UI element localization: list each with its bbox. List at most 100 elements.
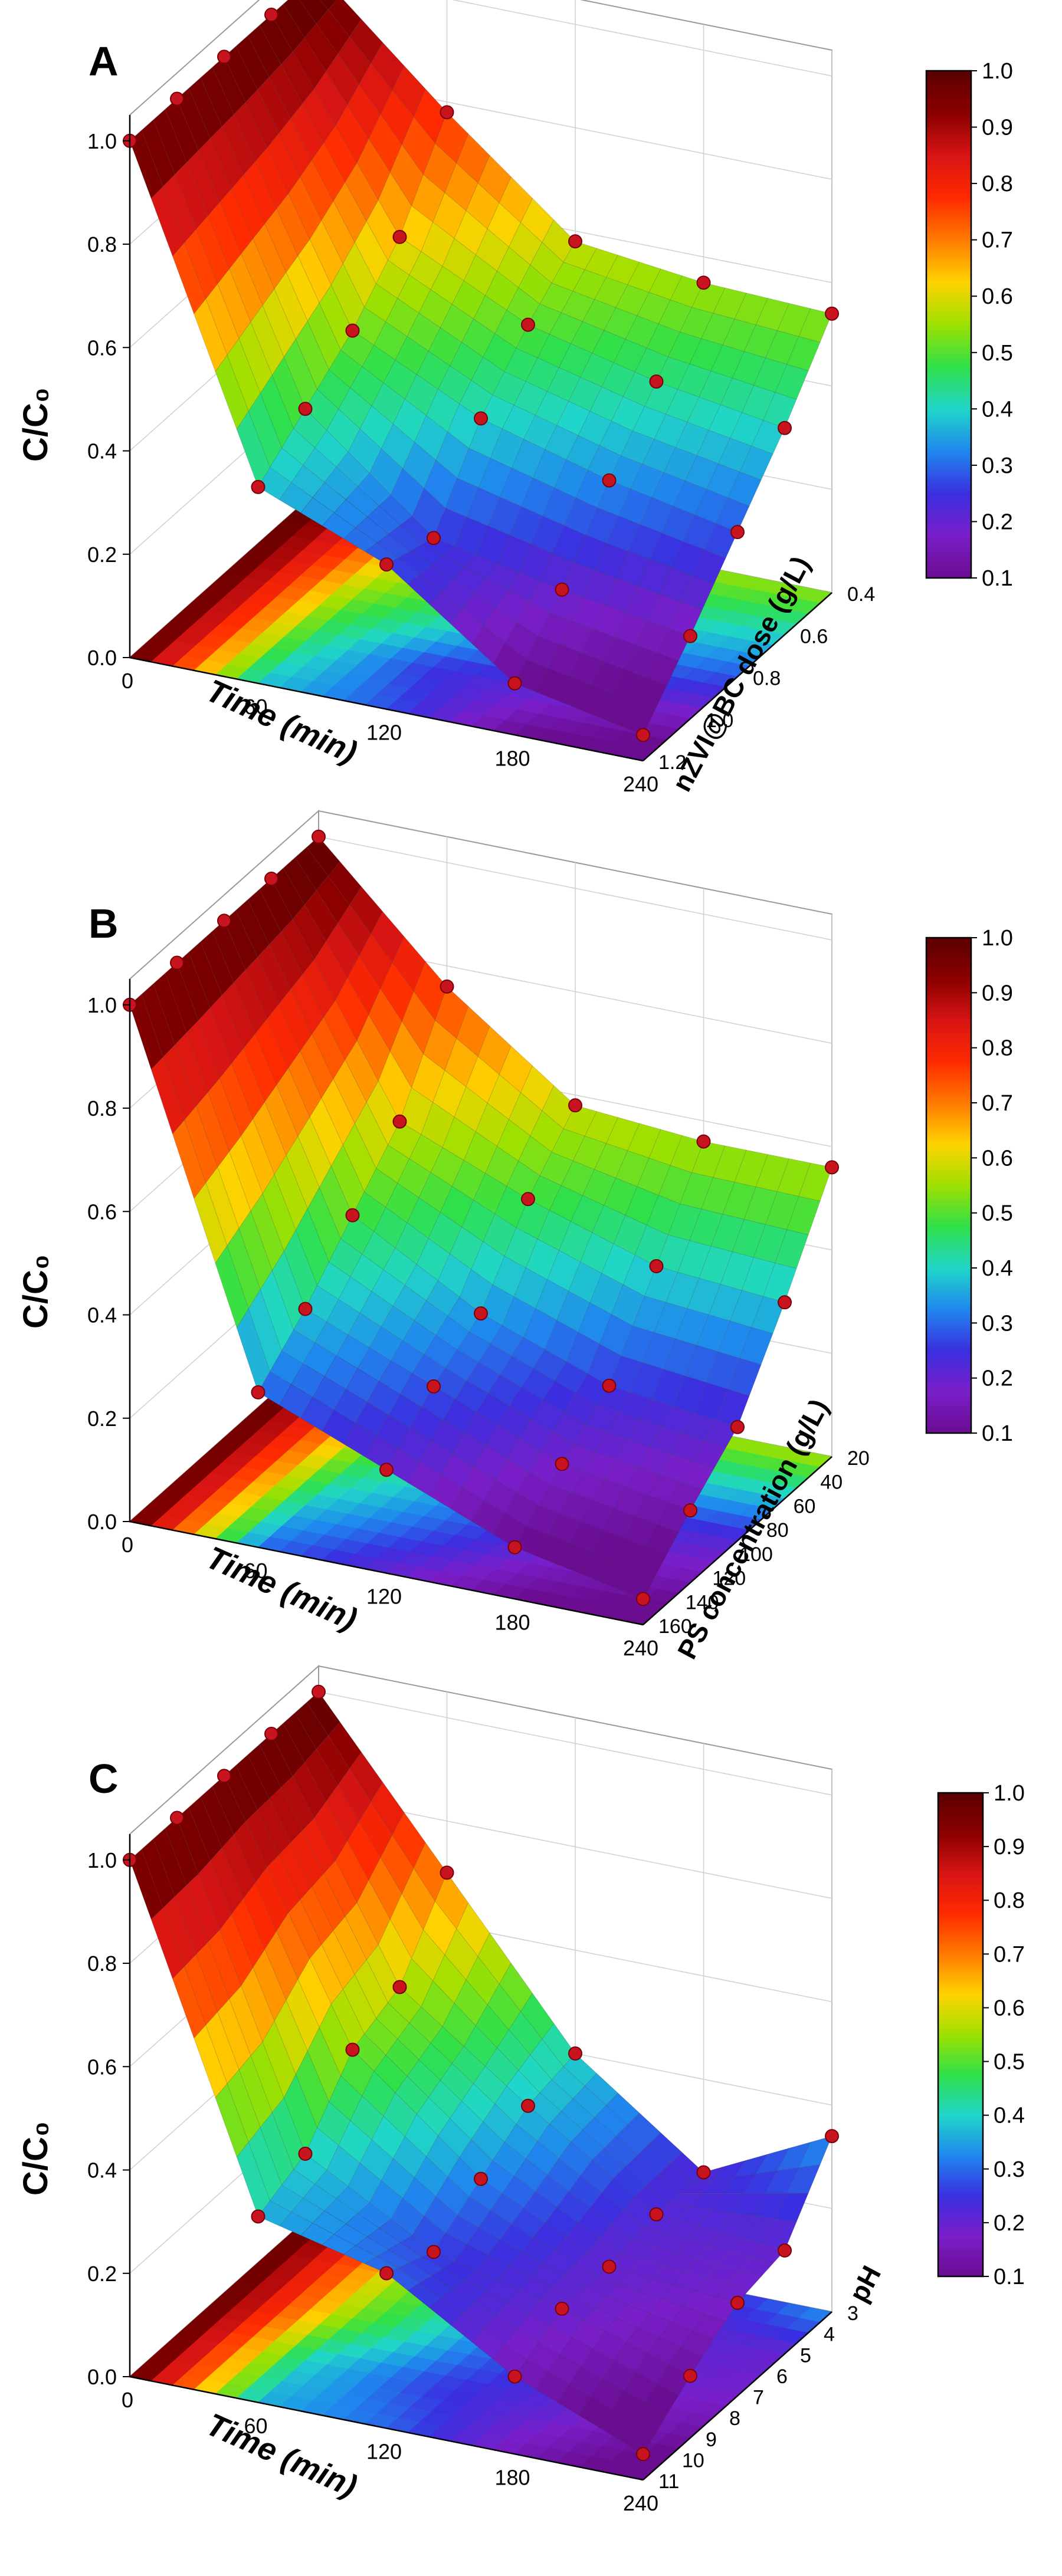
data-point xyxy=(778,1295,792,1310)
y-tick-label: 5 xyxy=(800,2344,811,2367)
colorbar-tick-label: 0.2 xyxy=(994,2211,1025,2236)
surface-cell xyxy=(775,364,809,400)
x-tick-label: 60 xyxy=(244,2414,267,2438)
y-tick-label: 100 xyxy=(739,1543,773,1566)
data-point xyxy=(392,229,407,244)
data-point xyxy=(507,676,522,691)
data-point xyxy=(649,2207,664,2222)
x-tick-label: 180 xyxy=(494,1610,530,1634)
data-point xyxy=(568,1098,582,1113)
panel-c-label: C xyxy=(88,1756,119,1802)
data-point xyxy=(170,1811,184,1825)
y-tick-label: 1.2 xyxy=(658,751,686,774)
data-point xyxy=(217,914,231,928)
data-point xyxy=(427,1379,441,1394)
data-point xyxy=(251,1385,266,1399)
x-axis-line xyxy=(129,2375,644,2481)
wall-gridline xyxy=(318,1691,832,1796)
colorbar-bar xyxy=(925,937,972,1434)
y-tick-label: 0.4 xyxy=(847,583,875,606)
y-tick-label: 9 xyxy=(706,2429,717,2451)
data-point xyxy=(683,629,697,643)
colorbar-tick-label: 0.9 xyxy=(982,981,1013,1006)
colorbar-tick-label: 0.2 xyxy=(982,510,1013,534)
y-tick-label: 60 xyxy=(794,1495,816,1517)
surface-cell xyxy=(621,2421,655,2455)
data-point xyxy=(345,2042,360,2057)
panel-c-surface xyxy=(129,1691,832,2455)
data-point xyxy=(696,275,711,290)
x-tick-label: 180 xyxy=(494,2465,530,2489)
wall-gridline xyxy=(451,0,832,77)
surface-cell xyxy=(716,497,750,533)
colorbar-tick-label: 0.5 xyxy=(982,1201,1013,1226)
panel-a-data-points xyxy=(123,8,839,742)
x-tick-label: 240 xyxy=(623,2491,658,2515)
data-point xyxy=(636,728,650,742)
colorbar-tick-label: 0.8 xyxy=(994,1888,1025,1913)
colorbar-tick-label: 1.0 xyxy=(994,1781,1025,1806)
y-tick-label: 3 xyxy=(847,2302,858,2325)
data-point xyxy=(825,1160,839,1175)
y-tick-label: 1.0 xyxy=(706,709,733,732)
data-point xyxy=(696,2165,711,2180)
colorbar-tick-label: 0.7 xyxy=(994,1942,1025,1967)
data-point xyxy=(379,557,394,572)
data-point xyxy=(440,979,454,994)
surface-cell xyxy=(680,575,714,610)
z-tick-label: 0.0 xyxy=(87,1510,117,1534)
colorbar-tick-label: 0.1 xyxy=(994,2265,1025,2289)
data-point xyxy=(602,2259,617,2274)
colorbar-tick-label: 0.9 xyxy=(994,1835,1025,1859)
data-point xyxy=(427,531,441,546)
data-point xyxy=(683,1503,697,1518)
surface-cell xyxy=(320,0,337,11)
data-point xyxy=(345,1208,360,1223)
z-tick-label: 0.6 xyxy=(87,336,117,360)
panel-c-z-axis-label: C/C₀ xyxy=(17,2121,55,2196)
z-tick-label: 1.0 xyxy=(87,129,117,153)
panel-c: 0.0 0.2 0.4 0.6 0.8 1.0 0 60 120 180 2401110987654… xyxy=(17,1664,1025,2515)
colorbar-tick-label: 0.4 xyxy=(982,397,1013,422)
panel-a-colorbar: 1.0 0.9 0.8 0.7 0.6 0.5 0.4 0.3 0.2 0.1 xyxy=(925,59,1013,591)
data-point xyxy=(170,955,184,970)
data-point xyxy=(264,8,278,22)
z-tick-label: 0.8 xyxy=(87,232,117,257)
y-tick-label: 20 xyxy=(847,1447,870,1470)
x-tick-label: 0 xyxy=(122,2388,133,2412)
data-point xyxy=(730,525,745,540)
y-tick-label: 6 xyxy=(776,2365,788,2388)
y-axis-line xyxy=(643,2311,832,2480)
panel-b-data-points xyxy=(123,829,839,1606)
z-tick-label: 0.0 xyxy=(87,2365,117,2389)
data-point xyxy=(474,2171,488,2186)
colorbar-bar xyxy=(937,1792,984,2278)
panel-b-surface xyxy=(129,836,832,1599)
data-point xyxy=(602,1378,617,1393)
data-point xyxy=(312,829,326,844)
panel-a-z-axis-label: C/C₀ xyxy=(17,387,55,462)
data-point xyxy=(636,1592,650,1606)
colorbar-tick-label: 0.1 xyxy=(982,566,1013,591)
z-tick-label: 1.0 xyxy=(87,1848,117,1872)
data-point xyxy=(778,2243,792,2258)
colorbar-tick-label: 0.7 xyxy=(982,228,1013,253)
data-point xyxy=(568,2046,582,2061)
colorbar-tick-label: 0.1 xyxy=(982,1421,1013,1446)
surface-cell xyxy=(621,701,655,735)
y-tick-label: 80 xyxy=(766,1519,789,1542)
z-tick-label: 0.8 xyxy=(87,1951,117,1976)
data-point xyxy=(217,1769,231,1783)
panel-b-label: B xyxy=(88,901,119,947)
data-point xyxy=(217,50,231,64)
surface-cell xyxy=(786,336,821,372)
data-point xyxy=(251,2209,266,2224)
x-tick-label: 120 xyxy=(366,1585,402,1609)
panel-c-axes: 0.0 0.2 0.4 0.6 0.8 1.0 0 60 120 180 2401110987654… xyxy=(87,1834,858,2515)
data-point xyxy=(170,91,184,106)
z-tick-label: 0.2 xyxy=(87,1407,117,1431)
z-tick-label: 1.0 xyxy=(87,993,117,1017)
surface-cell xyxy=(621,1568,655,1599)
